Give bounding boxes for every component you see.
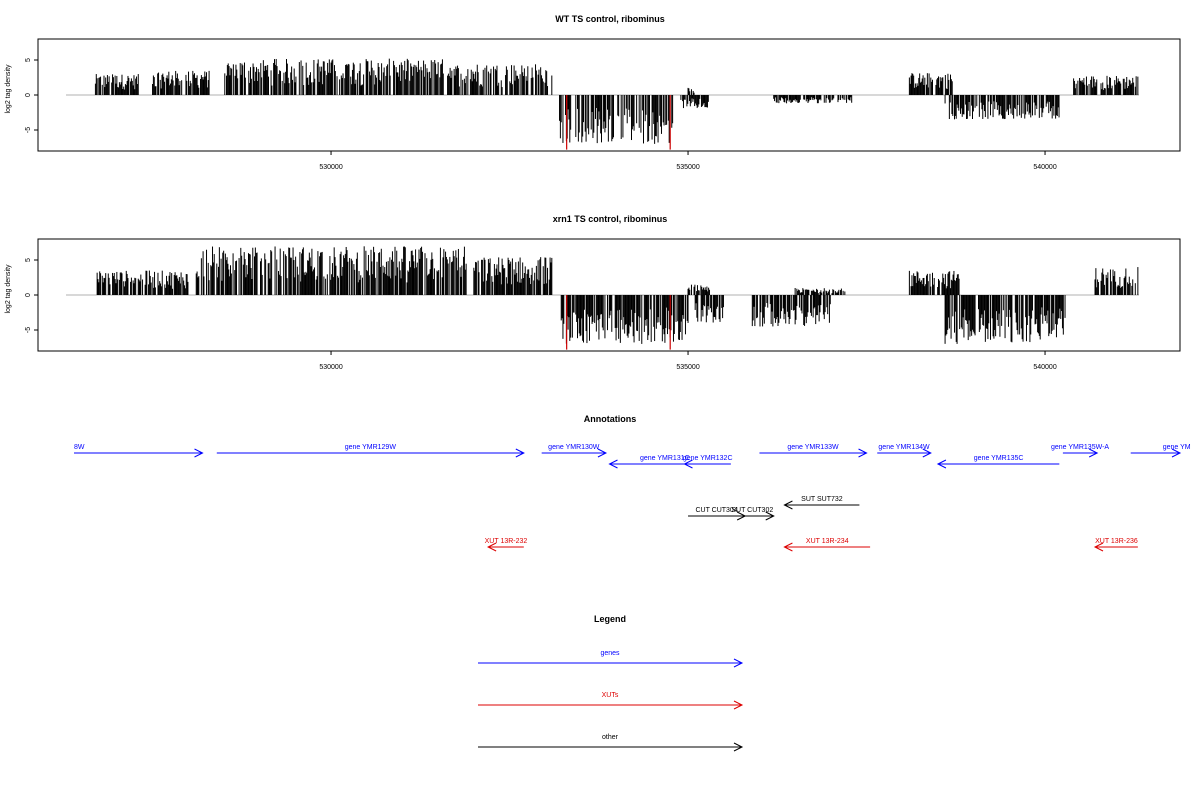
feature-arrow-head bbox=[608, 459, 618, 469]
y-tick-label: 5 bbox=[25, 258, 32, 262]
y-tick-label: -5 bbox=[25, 327, 32, 333]
legend-items-group: genes XUTs other bbox=[478, 650, 744, 752]
feature-arrow-head bbox=[858, 448, 868, 458]
legend-arrow-head bbox=[733, 742, 744, 752]
legend-panel: Legend genes XUTs other bbox=[478, 614, 744, 752]
x-tick-label: 535000 bbox=[676, 364, 699, 371]
feature-label: gene YMR135W-A bbox=[1051, 444, 1109, 451]
wt-track-title: WT TS control, ribominus bbox=[555, 14, 665, 24]
feature-label: SUT CUT302 bbox=[731, 507, 773, 514]
feature-label: XUT 13R-236 bbox=[1095, 538, 1138, 545]
feature-arrow-head bbox=[1093, 542, 1104, 552]
feature-arrow-head bbox=[194, 448, 204, 458]
y-tick-label: 0 bbox=[25, 293, 32, 297]
legend-arrow-head bbox=[733, 700, 744, 710]
feature-label: gene YMR129W bbox=[345, 444, 397, 451]
annotations-title: Annotations bbox=[584, 414, 637, 424]
y-tick-label: 0 bbox=[25, 93, 32, 97]
feature-arrow-head bbox=[936, 459, 947, 469]
feature-arrow-head bbox=[1171, 448, 1182, 458]
feature-arrow-head bbox=[487, 542, 497, 552]
annotations-panel: Annotations 8W gene YMR129W gene YMR130W ge… bbox=[74, 414, 1191, 552]
x-tick-label: 530000 bbox=[319, 364, 342, 371]
feature-label: XUT 13R-232 bbox=[485, 538, 528, 545]
legend-arrow-head bbox=[733, 658, 744, 668]
feature-arrow-head bbox=[783, 542, 793, 552]
legend-label: other bbox=[602, 734, 619, 741]
xrn1-y-axis-label: log2 tag density bbox=[5, 264, 12, 314]
feature-label: gene YMR131C bbox=[640, 455, 690, 462]
feature-arrow-head bbox=[922, 448, 932, 458]
wt-track-panel: WT TS control, ribominus log2 tag densit… bbox=[5, 14, 1181, 171]
wt-axes-group: 5 0 -5 530000 535000 540000 bbox=[25, 58, 1057, 171]
y-tick-label: 5 bbox=[25, 58, 32, 62]
feature-label: gene YMR135C bbox=[974, 455, 1024, 462]
feature-label: 8W bbox=[74, 444, 85, 451]
xrn1-axes-group: 5 0 -5 530000 535000 540000 bbox=[25, 258, 1057, 371]
feature-arrow-head bbox=[515, 448, 525, 458]
feature-label: gene YMR133W bbox=[787, 444, 839, 451]
x-tick-label: 540000 bbox=[1033, 164, 1056, 171]
feature-label: gene YMR130W bbox=[548, 444, 600, 451]
feature-arrow-head bbox=[597, 448, 608, 458]
feature-label: gene YMR134W bbox=[878, 444, 930, 451]
x-tick-label: 535000 bbox=[676, 164, 699, 171]
feature-label: gene YMR132C bbox=[683, 455, 733, 462]
x-tick-label: 530000 bbox=[319, 164, 342, 171]
feature-arrow-head bbox=[783, 500, 793, 510]
feature-label: SUT SUT732 bbox=[801, 496, 843, 503]
legend-label: genes bbox=[600, 650, 620, 657]
feature-arrow-head bbox=[1088, 448, 1099, 458]
y-tick-label: -5 bbox=[25, 127, 32, 133]
feature-arrow-head bbox=[683, 459, 693, 469]
legend-title: Legend bbox=[594, 614, 626, 624]
xrn1-track-title: xrn1 TS control, ribominus bbox=[553, 214, 668, 224]
feature-arrow-head bbox=[765, 511, 775, 521]
legend-label: XUTs bbox=[602, 692, 619, 699]
feature-label: gene YM bbox=[1163, 444, 1191, 451]
wt-y-axis-label: log2 tag density bbox=[5, 64, 12, 114]
xrn1-track-panel: xrn1 TS control, ribominus log2 tag dens… bbox=[5, 214, 1181, 371]
x-tick-label: 540000 bbox=[1033, 364, 1056, 371]
wt-bars-group bbox=[66, 58, 1139, 150]
feature-label: XUT 13R-234 bbox=[806, 538, 849, 545]
xrn1-bars-group bbox=[66, 246, 1139, 350]
feature-label: CUT CUT304 bbox=[695, 507, 737, 514]
